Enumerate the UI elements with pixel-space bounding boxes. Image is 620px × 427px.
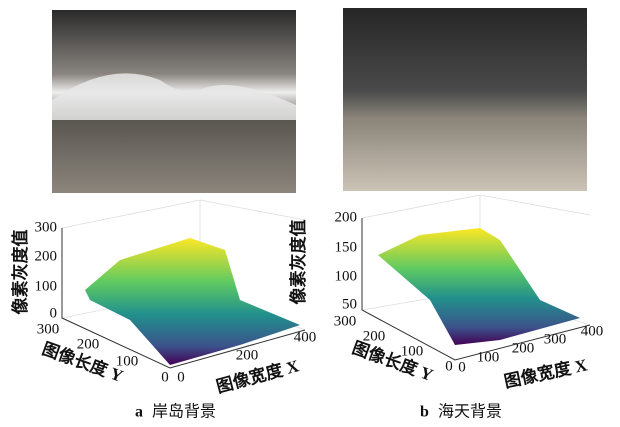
y-tick: 200 [77, 336, 100, 352]
x-tick: 0 [177, 369, 185, 385]
x-tick: 200 [236, 347, 259, 363]
z-tick: 200 [335, 209, 358, 225]
x-tick: 400 [294, 329, 317, 345]
z-tick: 150 [335, 239, 358, 255]
z-label: 像素灰度值 [10, 230, 30, 315]
surface [378, 228, 580, 345]
y-tick: 300 [37, 321, 60, 337]
z-tick: 200 [35, 248, 58, 264]
y-tick: 0 [161, 369, 169, 385]
y-tick: 300 [334, 313, 357, 329]
caption-text: 岸岛背景 [152, 403, 216, 421]
caption-text: 海天背景 [438, 403, 502, 421]
x-tick: 400 [581, 323, 604, 339]
x-tick: 200 [512, 340, 535, 356]
z-tick: 50 [342, 296, 357, 312]
image-b [343, 8, 587, 191]
z-tick: 0 [50, 305, 58, 321]
x-label: 图像宽度 X [502, 354, 590, 391]
x-tick: 100 [477, 349, 500, 365]
caption-letter: b [420, 404, 429, 421]
plot-b: 200 150 100 50 300 200 100 0 0 100 200 3… [288, 195, 603, 392]
figure: 300 200 100 0 300 200 100 0 0 200 400 像素… [0, 0, 620, 427]
caption-letter: a [135, 404, 143, 421]
z-label: 像素灰度值 [288, 220, 308, 305]
z-tick: 100 [35, 278, 58, 294]
z-tick: 300 [35, 219, 58, 235]
z-tick: 100 [335, 268, 358, 284]
plot-a: 300 200 100 0 300 200 100 0 0 200 400 像素… [10, 200, 316, 397]
y-tick: 0 [445, 358, 453, 374]
x-tick: 0 [458, 359, 466, 375]
surface [85, 238, 300, 365]
x-tick: 300 [544, 331, 567, 347]
